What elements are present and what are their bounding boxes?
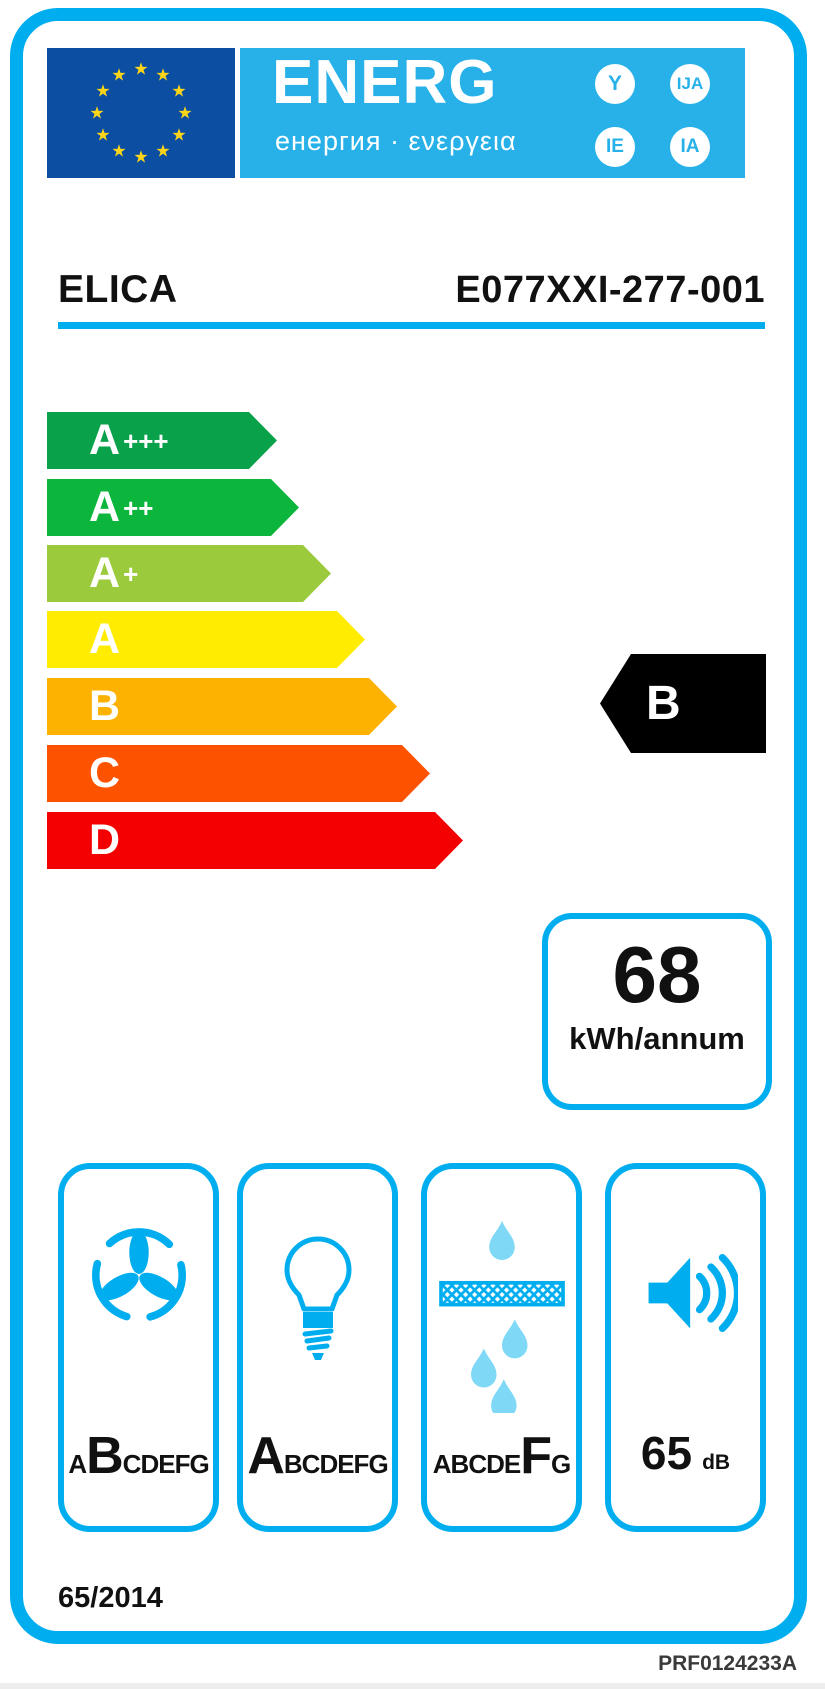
brand-name: ELICA [58, 268, 178, 311]
eu-star: ★ [111, 65, 127, 85]
eu-star: ★ [89, 103, 105, 123]
noise-value: 65 [640, 1427, 693, 1479]
eu-star: ★ [171, 81, 187, 101]
lighting-efficiency-box: ABCDEFG [237, 1163, 398, 1532]
rating-arrow-a: A [47, 611, 365, 668]
fan-class-letters: ABCDEFG [64, 1430, 213, 1482]
energ-suffix-badge-ija: IJA [670, 64, 710, 104]
eu-star: ★ [95, 125, 111, 145]
bulb-icon [284, 1236, 351, 1360]
eu-star: ★ [95, 81, 111, 101]
rating-letter: A [89, 483, 121, 531]
assigned-class-arrow: B [600, 654, 766, 753]
grease-filter-box: ABCDEFG [421, 1163, 582, 1532]
energy-consumption-value: 68 [612, 930, 702, 1019]
energ-subtitle: енергия · ενεργεια [275, 126, 517, 156]
eu-star: ★ [111, 141, 127, 161]
rating-letter: A [89, 615, 121, 663]
brand-model-row: ELICA E077XXI-277-001 [58, 268, 765, 312]
speaker-icon [648, 1254, 738, 1332]
energ-suffix-badge-ie: IE [595, 127, 635, 167]
lighting-class-letters: ABCDEFG [243, 1430, 392, 1482]
rating-arrow-c: C [47, 745, 430, 802]
fan-efficiency-box: ABCDEFG [58, 1163, 219, 1532]
rating-letter: B [89, 682, 121, 730]
energ-word: ENERG [272, 48, 498, 117]
noise-unit: dB [702, 1451, 731, 1474]
energ-suffix-badge-ia: IA [670, 127, 710, 167]
rating-letter: A [89, 416, 121, 464]
fan-icon [91, 1228, 186, 1323]
regulation-number: 65/2014 [58, 1582, 163, 1614]
class-letters-before: ABCDE [432, 1449, 521, 1479]
eu-star: ★ [133, 59, 149, 79]
model-number: E077XXI-277-001 [455, 269, 765, 311]
rating-letter: A [89, 549, 121, 597]
rating-arrow-a-plus: A + [47, 545, 331, 602]
noise-value-line: 65 dB [611, 1426, 760, 1480]
eu-star: ★ [171, 125, 187, 145]
energ-logo-panel: ENERG енергия · ενεργεια Y IJA IE IA [240, 48, 745, 178]
grease-filter-icon [438, 1220, 565, 1413]
rating-arrow-a-plus2: A ++ [47, 479, 299, 536]
rating-arrow-b: B [47, 678, 397, 735]
eu-flag: ★ ★ ★ ★ ★ ★ ★ ★ ★ ★ ★ ★ [47, 48, 235, 178]
eu-star: ★ [155, 141, 171, 161]
rating-arrow-a-plus3: A +++ [47, 412, 277, 469]
class-letter-assigned: F [520, 1427, 552, 1485]
noise-box: 65 dB [605, 1163, 766, 1532]
rating-letter: D [89, 816, 121, 864]
class-letters-after: BCDEFG [283, 1449, 389, 1479]
grease-class-letters: ABCDEFG [427, 1430, 576, 1482]
energy-consumption-box: 68 kWh/annum [542, 913, 772, 1110]
energ-suffix-badge-y: Y [595, 64, 635, 104]
energy-consumption-unit: kWh/annum [569, 1021, 745, 1056]
rating-letter: C [89, 749, 121, 797]
rating-suffix: ++ [123, 492, 154, 523]
eu-star: ★ [133, 147, 149, 167]
class-letter-assigned: B [86, 1427, 124, 1485]
page-edge [0, 1683, 825, 1689]
reference-code: PRF0124233A [658, 1652, 797, 1675]
class-letters-after: CDEFG [122, 1449, 210, 1479]
assigned-class-letter: B [646, 677, 681, 730]
header-divider [58, 322, 765, 329]
class-letter-assigned: A [247, 1427, 285, 1485]
rating-suffix: + [123, 558, 139, 589]
eu-star: ★ [155, 65, 171, 85]
class-letters-after: G [550, 1449, 571, 1479]
class-letters-before: A [68, 1449, 87, 1479]
eu-star: ★ [177, 103, 193, 123]
rating-arrow-d: D [47, 812, 463, 869]
rating-suffix: +++ [123, 425, 169, 456]
label-border [10, 8, 807, 1644]
